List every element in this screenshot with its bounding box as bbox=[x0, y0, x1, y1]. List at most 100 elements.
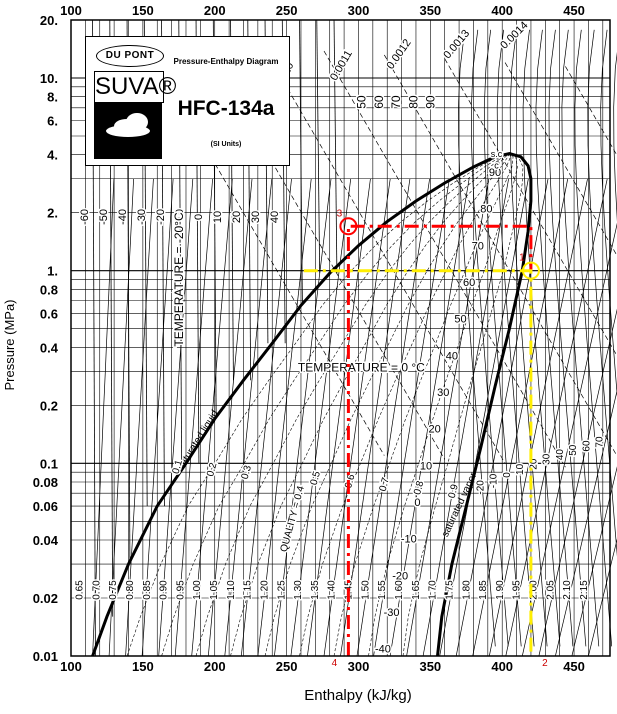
chart-subtitle: Pressure-Enthalpy Diagram bbox=[173, 57, 279, 66]
entropy-label: 1.75 bbox=[444, 580, 455, 600]
entropy-line bbox=[439, 178, 529, 657]
entropy-line bbox=[92, 178, 115, 657]
x-tick-label: 100 bbox=[60, 659, 82, 674]
entropy-line bbox=[290, 178, 352, 657]
entropy-line bbox=[191, 178, 233, 657]
isotherm-label: -50 bbox=[98, 209, 110, 225]
entropy-label: 1.80 bbox=[461, 580, 472, 600]
vapor-region-label: 40 bbox=[555, 449, 566, 461]
state-point-label-1: 1 bbox=[519, 253, 525, 264]
y-tick-label: 8. bbox=[47, 90, 58, 105]
entropy-line bbox=[588, 538, 617, 657]
superheat-temperature-label: 50 bbox=[355, 95, 369, 109]
x-tick-label: 150 bbox=[132, 659, 154, 674]
isotherm-label: -60 bbox=[79, 209, 91, 225]
x-tick-label-top: 200 bbox=[204, 3, 226, 18]
state-point-label-3: 3 bbox=[337, 208, 343, 219]
superheat-isotherm bbox=[548, 29, 587, 647]
entropy-label: 0.65 bbox=[74, 580, 85, 600]
entropy-label: 1.00 bbox=[192, 580, 203, 600]
dome-temperature-label: -20 bbox=[392, 570, 408, 582]
quality-line bbox=[299, 153, 511, 657]
superheat-isotherm bbox=[561, 29, 600, 647]
entropy-line bbox=[307, 178, 371, 657]
entropy-line bbox=[141, 178, 174, 657]
isotherm-line bbox=[316, 19, 321, 274]
entropy-line bbox=[555, 389, 617, 657]
y-tick-label: 1. bbox=[47, 264, 58, 279]
vapor-region-label: 30 bbox=[542, 453, 553, 465]
entropy-label: 2.10 bbox=[562, 580, 573, 600]
quality-line bbox=[333, 153, 514, 657]
entropy-label: 1.50 bbox=[360, 580, 371, 600]
y-tick-label: 0.04 bbox=[33, 533, 59, 548]
vapor-region-label: 50 bbox=[568, 444, 579, 456]
dome-temperature-label: 0 bbox=[414, 497, 420, 509]
superheat-isotherm bbox=[471, 29, 509, 647]
quality-line bbox=[230, 153, 510, 657]
superheat-isotherm bbox=[574, 29, 613, 647]
isotherm-label: -30 bbox=[136, 209, 148, 225]
entropy-label: 0.70 bbox=[91, 580, 102, 600]
suva-logo: SUVA® bbox=[94, 71, 176, 103]
entropy-label: 1.70 bbox=[428, 580, 439, 600]
superheat-isotherm bbox=[496, 29, 535, 647]
entropy-label: 1.35 bbox=[310, 580, 321, 600]
dome-temperature-label: -40 bbox=[375, 644, 391, 656]
volume-line bbox=[444, 58, 617, 357]
x-tick-label: 450 bbox=[563, 659, 585, 674]
saturation-dome bbox=[91, 152, 533, 657]
dome-temperature-label: 40 bbox=[446, 350, 458, 362]
quality-line bbox=[264, 153, 510, 657]
y-tick-label: 0.06 bbox=[33, 499, 58, 514]
entropy-label: 0.75 bbox=[108, 580, 119, 600]
entropy-line bbox=[505, 178, 608, 657]
entropy-label: 1.15 bbox=[243, 580, 254, 600]
critical-point-label: s.c bbox=[491, 149, 503, 159]
entropy-line bbox=[472, 178, 569, 657]
cloud-icon bbox=[94, 103, 162, 159]
entropy-line bbox=[455, 178, 549, 657]
entropy-line bbox=[373, 178, 450, 657]
isotherm-line bbox=[299, 19, 303, 306]
y-tick-label: 20. bbox=[40, 13, 58, 28]
isotherm-label: 40 bbox=[269, 211, 281, 223]
entropy-line bbox=[488, 178, 588, 657]
y-tick-label: 0.4 bbox=[40, 340, 59, 355]
quality-line bbox=[402, 153, 524, 657]
temperature-mid-label: TEMPERATURE = 0 °C bbox=[298, 360, 425, 374]
superheat-isotherm bbox=[483, 29, 522, 647]
dome-temperature-label: 80 bbox=[480, 204, 492, 216]
entropy-line bbox=[257, 178, 312, 657]
critical-point-label: c bbox=[494, 160, 499, 170]
entropy-label: 1.85 bbox=[478, 580, 489, 600]
entropy-label: 1.25 bbox=[276, 580, 287, 600]
quality-label: 0.2 bbox=[205, 461, 219, 478]
state-point-marker-1 bbox=[521, 261, 540, 280]
entropy-label: 1.40 bbox=[327, 580, 338, 600]
volume-line bbox=[565, 66, 617, 157]
state-point-label-2: 2 bbox=[542, 658, 548, 669]
isotherm-label: 30 bbox=[250, 211, 262, 223]
entropy-label: 0.90 bbox=[159, 580, 170, 600]
temperature-title-label: TEMPERATURE = -20°C bbox=[172, 212, 186, 347]
y-tick-label: 0.2 bbox=[40, 398, 58, 413]
superheat-isotherm bbox=[613, 51, 617, 222]
entropy-line bbox=[356, 178, 430, 657]
entropy-line bbox=[240, 178, 292, 657]
chart-title: HFC-134a bbox=[177, 97, 275, 120]
x-tick-label-top: 100 bbox=[60, 3, 82, 18]
entropy-line bbox=[422, 178, 509, 657]
entropy-label: 1.90 bbox=[495, 580, 506, 600]
isotherm-label: -20 bbox=[155, 209, 167, 225]
entropy-label: 1.65 bbox=[411, 580, 422, 600]
vapor-region-label: 70 bbox=[595, 436, 606, 448]
y-tick-label: 6. bbox=[47, 114, 58, 129]
cycle-layer: 1 2 3 4 bbox=[303, 208, 548, 669]
quality-line bbox=[195, 153, 510, 657]
vapor-region-label: 10 bbox=[515, 463, 526, 475]
entropy-label: 2.15 bbox=[579, 580, 590, 600]
dome-temperature-label: -30 bbox=[384, 607, 400, 619]
entropy-line bbox=[406, 178, 490, 657]
